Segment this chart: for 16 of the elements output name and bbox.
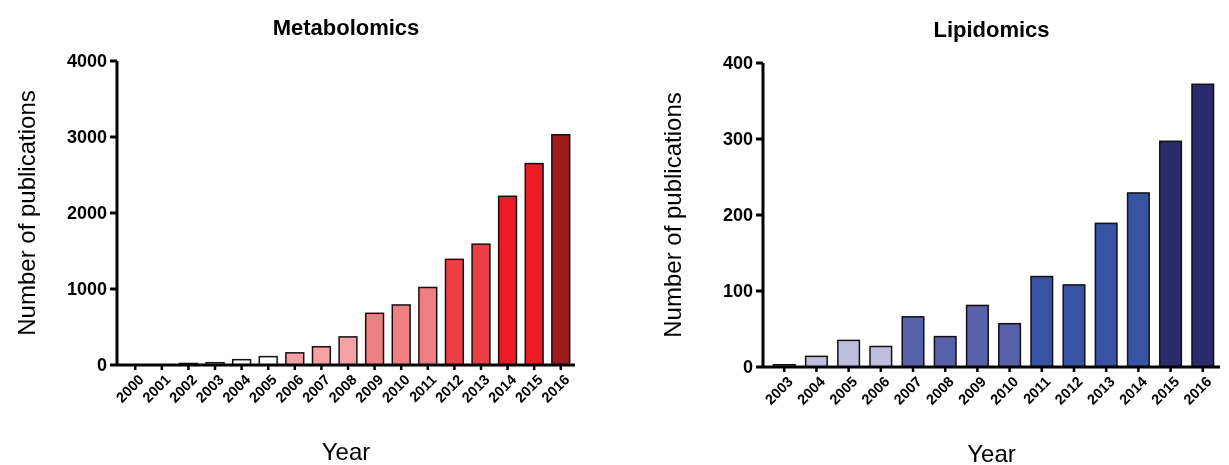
y-axis-title: Number of publications [13, 90, 40, 336]
y-tick-label: 200 [722, 205, 753, 226]
x-axis-title: Year [321, 438, 371, 465]
x-axis-title: Year [967, 440, 1016, 465]
y-tick-label: 2000 [66, 203, 107, 224]
y-tick-label: 4000 [66, 51, 107, 72]
y-tick-label: 3000 [66, 127, 107, 148]
chart-title: Metabolomics [272, 15, 420, 40]
chart-title: Lipidomics [933, 17, 1050, 42]
y-tick-label: 400 [722, 53, 753, 74]
y-tick-label: 1000 [66, 279, 107, 300]
y-tick-label: 300 [722, 129, 753, 150]
y-tick-label: 0 [96, 355, 107, 376]
y-axis-title: Number of publications [659, 92, 686, 338]
y-tick-label: 100 [722, 281, 753, 302]
y-tick-label: 0 [742, 357, 753, 378]
